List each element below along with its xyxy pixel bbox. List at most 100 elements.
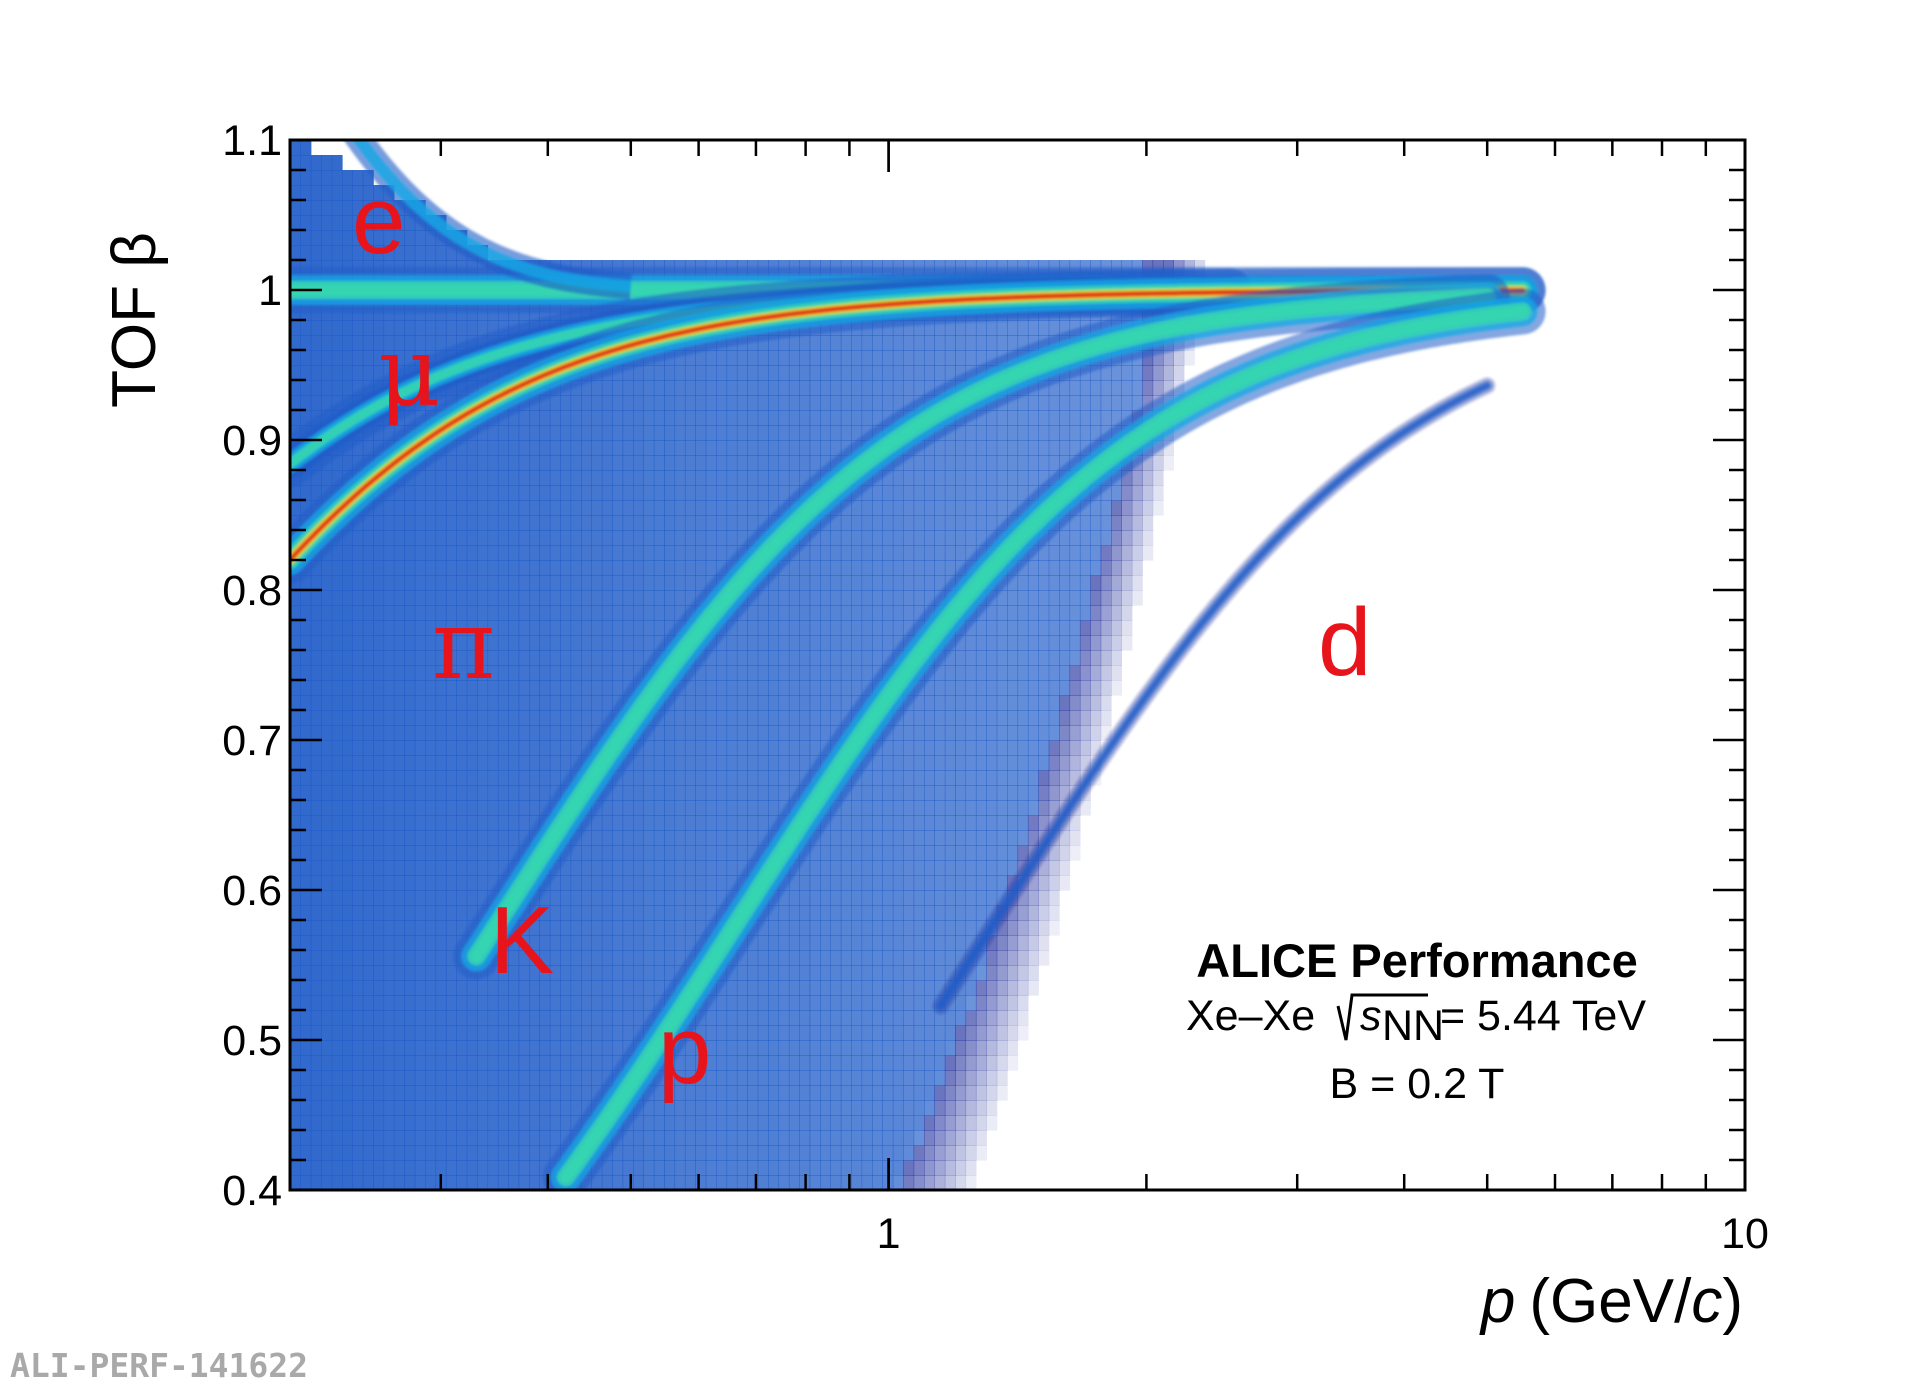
heatmap-cell — [300, 695, 312, 711]
heatmap-cell — [851, 620, 863, 636]
heatmap-cell — [747, 410, 759, 426]
heatmap-cell — [1048, 905, 1060, 921]
heatmap-cell — [809, 980, 821, 996]
heatmap-cell — [830, 710, 842, 726]
heatmap-cell — [622, 1145, 634, 1161]
heatmap-cell — [726, 350, 738, 366]
heatmap-cell — [477, 560, 489, 576]
heatmap-cell — [788, 380, 800, 396]
heatmap-cell — [518, 485, 530, 501]
heatmap-cell — [290, 410, 301, 426]
heatmap-cell — [1048, 425, 1060, 441]
heatmap-cell — [1017, 650, 1029, 666]
heatmap-cell — [934, 830, 946, 846]
heatmap-cell — [861, 965, 873, 981]
heatmap-cell — [809, 1010, 821, 1026]
heatmap-cell — [393, 785, 405, 801]
heatmap-cell — [290, 695, 301, 711]
heatmap-cell — [466, 440, 478, 456]
heatmap-cell — [1059, 455, 1071, 471]
heatmap-cell — [736, 695, 748, 711]
heatmap-cell — [362, 1115, 374, 1131]
heatmap-cell — [1100, 650, 1112, 666]
heatmap-cell — [643, 845, 655, 861]
heatmap-cell — [477, 725, 489, 741]
heatmap-cell — [414, 995, 426, 1011]
heatmap-cell — [955, 530, 967, 546]
heatmap-cell — [882, 1040, 894, 1056]
heatmap-cell — [799, 1115, 811, 1131]
heatmap-cell — [996, 935, 1008, 951]
heatmap-cell — [965, 515, 977, 531]
heatmap-cell — [456, 905, 468, 921]
heatmap-cell — [684, 755, 696, 771]
heatmap-cell — [716, 1130, 728, 1146]
heatmap-cell — [851, 1160, 863, 1176]
heatmap-cell — [601, 620, 613, 636]
heatmap-cell — [882, 905, 894, 921]
heatmap-cell — [903, 575, 915, 591]
heatmap-cell — [736, 1040, 748, 1056]
heatmap-cell — [809, 995, 821, 1011]
heatmap-cell — [393, 860, 405, 876]
heatmap-cell — [924, 950, 935, 966]
heatmap-cell — [830, 965, 842, 981]
heatmap-cell — [425, 1130, 437, 1146]
heatmap-cell — [518, 590, 530, 606]
heatmap-cell — [549, 1085, 561, 1101]
heatmap-cell — [955, 485, 967, 501]
heatmap-cell — [851, 425, 863, 441]
heatmap-cell — [955, 500, 967, 516]
heatmap-cell — [872, 620, 883, 636]
heatmap-cell — [310, 1130, 322, 1146]
heatmap-cell — [477, 515, 489, 531]
heatmap-cell — [549, 590, 561, 606]
heatmap-cell — [1027, 830, 1039, 846]
heatmap-cell — [362, 200, 374, 216]
heatmap-cell — [1017, 905, 1029, 921]
heatmap-cell — [695, 740, 707, 756]
heatmap-cell — [986, 665, 998, 681]
heatmap-cell — [934, 1115, 946, 1131]
heatmap-cell — [757, 740, 769, 756]
heatmap-cell — [747, 1175, 759, 1190]
heatmap-cell — [799, 710, 811, 726]
heatmap-cell — [861, 380, 873, 396]
heatmap-cell — [986, 845, 998, 861]
heatmap-cell — [840, 1100, 852, 1116]
heatmap-cell — [1007, 1055, 1019, 1071]
heatmap-cell — [290, 245, 301, 261]
heatmap-cell — [633, 635, 644, 651]
heatmap-cell — [975, 980, 987, 996]
heatmap-cell — [601, 1025, 613, 1041]
heatmap-cell — [892, 620, 904, 636]
heatmap-cell — [601, 950, 613, 966]
heatmap-cell — [840, 935, 852, 951]
heatmap-cell — [290, 890, 301, 906]
heatmap-cell — [622, 365, 634, 381]
heatmap-cell — [487, 965, 499, 981]
heatmap-cell — [820, 995, 831, 1011]
heatmap-cell — [892, 1085, 904, 1101]
heatmap-cell — [383, 965, 395, 981]
heatmap-cell — [497, 860, 509, 876]
heatmap-cell — [830, 845, 842, 861]
heatmap-cell — [851, 815, 863, 831]
heatmap-cell — [529, 605, 540, 621]
heatmap-cell — [466, 1175, 478, 1190]
heatmap-cell — [383, 830, 395, 846]
heatmap-cell — [622, 635, 634, 651]
heatmap-cell — [788, 635, 800, 651]
heatmap-cell — [1059, 845, 1071, 861]
heatmap-cell — [1027, 920, 1039, 936]
heatmap-cell — [643, 950, 655, 966]
heatmap-cell — [373, 785, 385, 801]
heatmap-cell — [944, 320, 956, 336]
heatmap-cell — [570, 1040, 582, 1056]
heatmap-cell — [986, 785, 998, 801]
heatmap-cell — [581, 680, 592, 696]
heatmap-cell — [965, 530, 977, 546]
heatmap-cell — [560, 680, 572, 696]
heatmap-cell — [321, 395, 333, 411]
heatmap-cell — [290, 920, 301, 936]
